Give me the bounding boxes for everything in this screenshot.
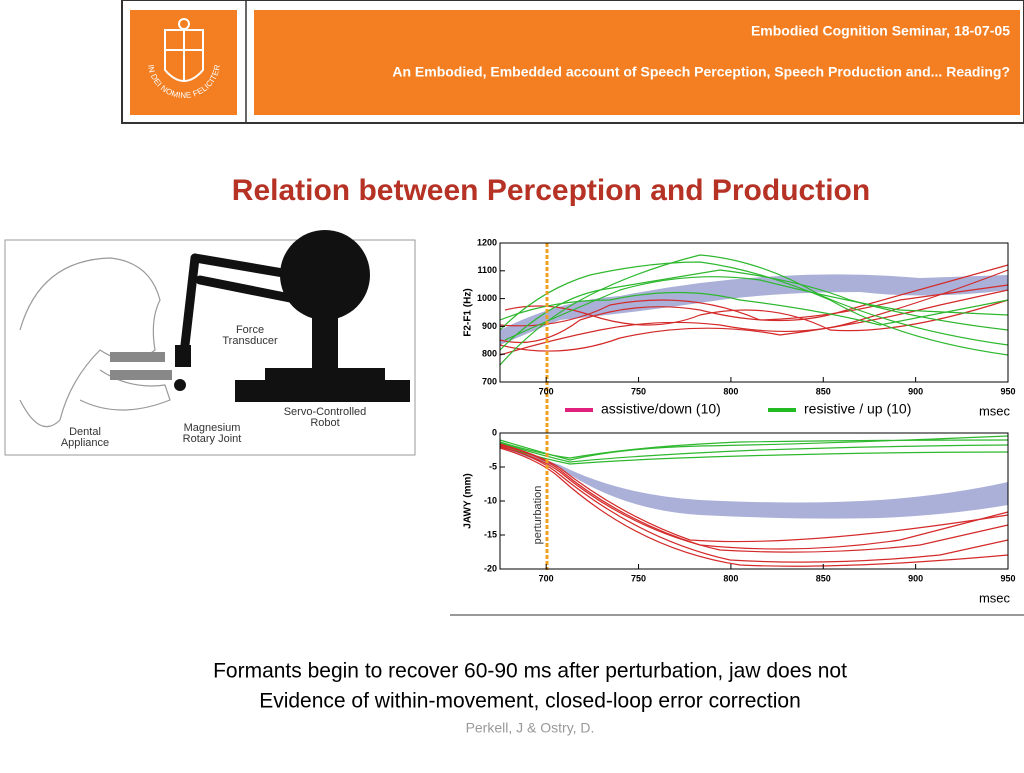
figure-label: Force [236,324,264,336]
resistive-traces [499,254,1009,366]
y-tick-label: 800 [482,349,497,359]
header-banner [254,10,1020,115]
x-axis-label: msec [979,403,1011,418]
y-tick-label: -15 [484,529,497,539]
teeth [110,352,165,362]
figure-label: Servo-Controlled [284,406,367,418]
force-transducer [175,345,191,367]
body-line: Formants begin to recover 60-90 ms after… [213,660,847,683]
skull-outline [19,257,171,428]
resistive-traces [499,435,1009,465]
x-tick-label: 950 [1000,386,1015,396]
seminar: Embodied Cognition Seminar, 18-07-05 [751,23,1010,39]
mean-band [500,445,1008,519]
figure-label: Robot [310,417,339,429]
logo-shield [164,18,204,82]
y-tick-label: -20 [484,563,497,573]
x-tick-label: 800 [723,386,738,396]
y-tick-label: -5 [489,461,497,471]
legend-label: assistive/down (10) [601,401,721,417]
figure-label: Transducer [222,335,278,347]
header-frame [121,0,1024,124]
y-tick-label: 1100 [477,265,497,275]
legend-label: resistive / up (10) [804,401,911,417]
x-tick-label: 900 [908,573,923,583]
y-axis-label: JAWY (mm) [463,473,474,528]
teeth [110,370,172,380]
x-tick-label: 950 [1000,573,1015,583]
subtitle: An Embodied, Embedded account of Speech … [392,64,1010,80]
plot-frame [499,242,1009,383]
x-tick-label: 850 [816,573,831,583]
y-tick-label: 0 [492,427,497,437]
citation: Perkell, J & Ostry, D. [466,720,595,736]
assistive-traces [499,264,1009,356]
plot-curves [499,243,1009,570]
y-tick-label: -10 [484,495,497,505]
y-tick-label: 1000 [477,293,497,303]
x-tick-label: 900 [908,386,923,396]
robot-motor [280,230,370,320]
x-tick-label: 700 [539,573,554,583]
body-line: Evidence of within-movement, closed-loop… [259,690,801,713]
x-tick-label: 750 [631,386,646,396]
y-tick-label: 700 [482,376,497,386]
y-axis-label: F2-F1 (Hz) [463,288,474,336]
robot-base [235,380,410,402]
x-tick-label: 700 [539,386,554,396]
figure-frame [4,239,416,456]
x-axis-label: msec [979,590,1011,605]
annotation: perturbation [532,486,544,545]
figure-label: Appliance [61,437,109,449]
robot-base [265,368,385,380]
robot-stand [312,315,338,370]
figure-label: Dental [69,426,101,438]
y-tick-label: 1200 [477,237,497,247]
robot-arm [180,253,305,350]
x-tick-label: 800 [723,573,738,583]
figure-label: Magnesium [184,422,241,434]
rotary-joint [174,379,186,391]
robot-figure [4,230,416,456]
x-tick-label: 850 [816,386,831,396]
mean-band [500,274,1008,345]
x-tick-label: 750 [631,573,646,583]
slide-title: Relation between Perception and Producti… [232,174,870,207]
figure-label: Rotary Joint [183,433,242,445]
y-tick-label: 900 [482,321,497,331]
